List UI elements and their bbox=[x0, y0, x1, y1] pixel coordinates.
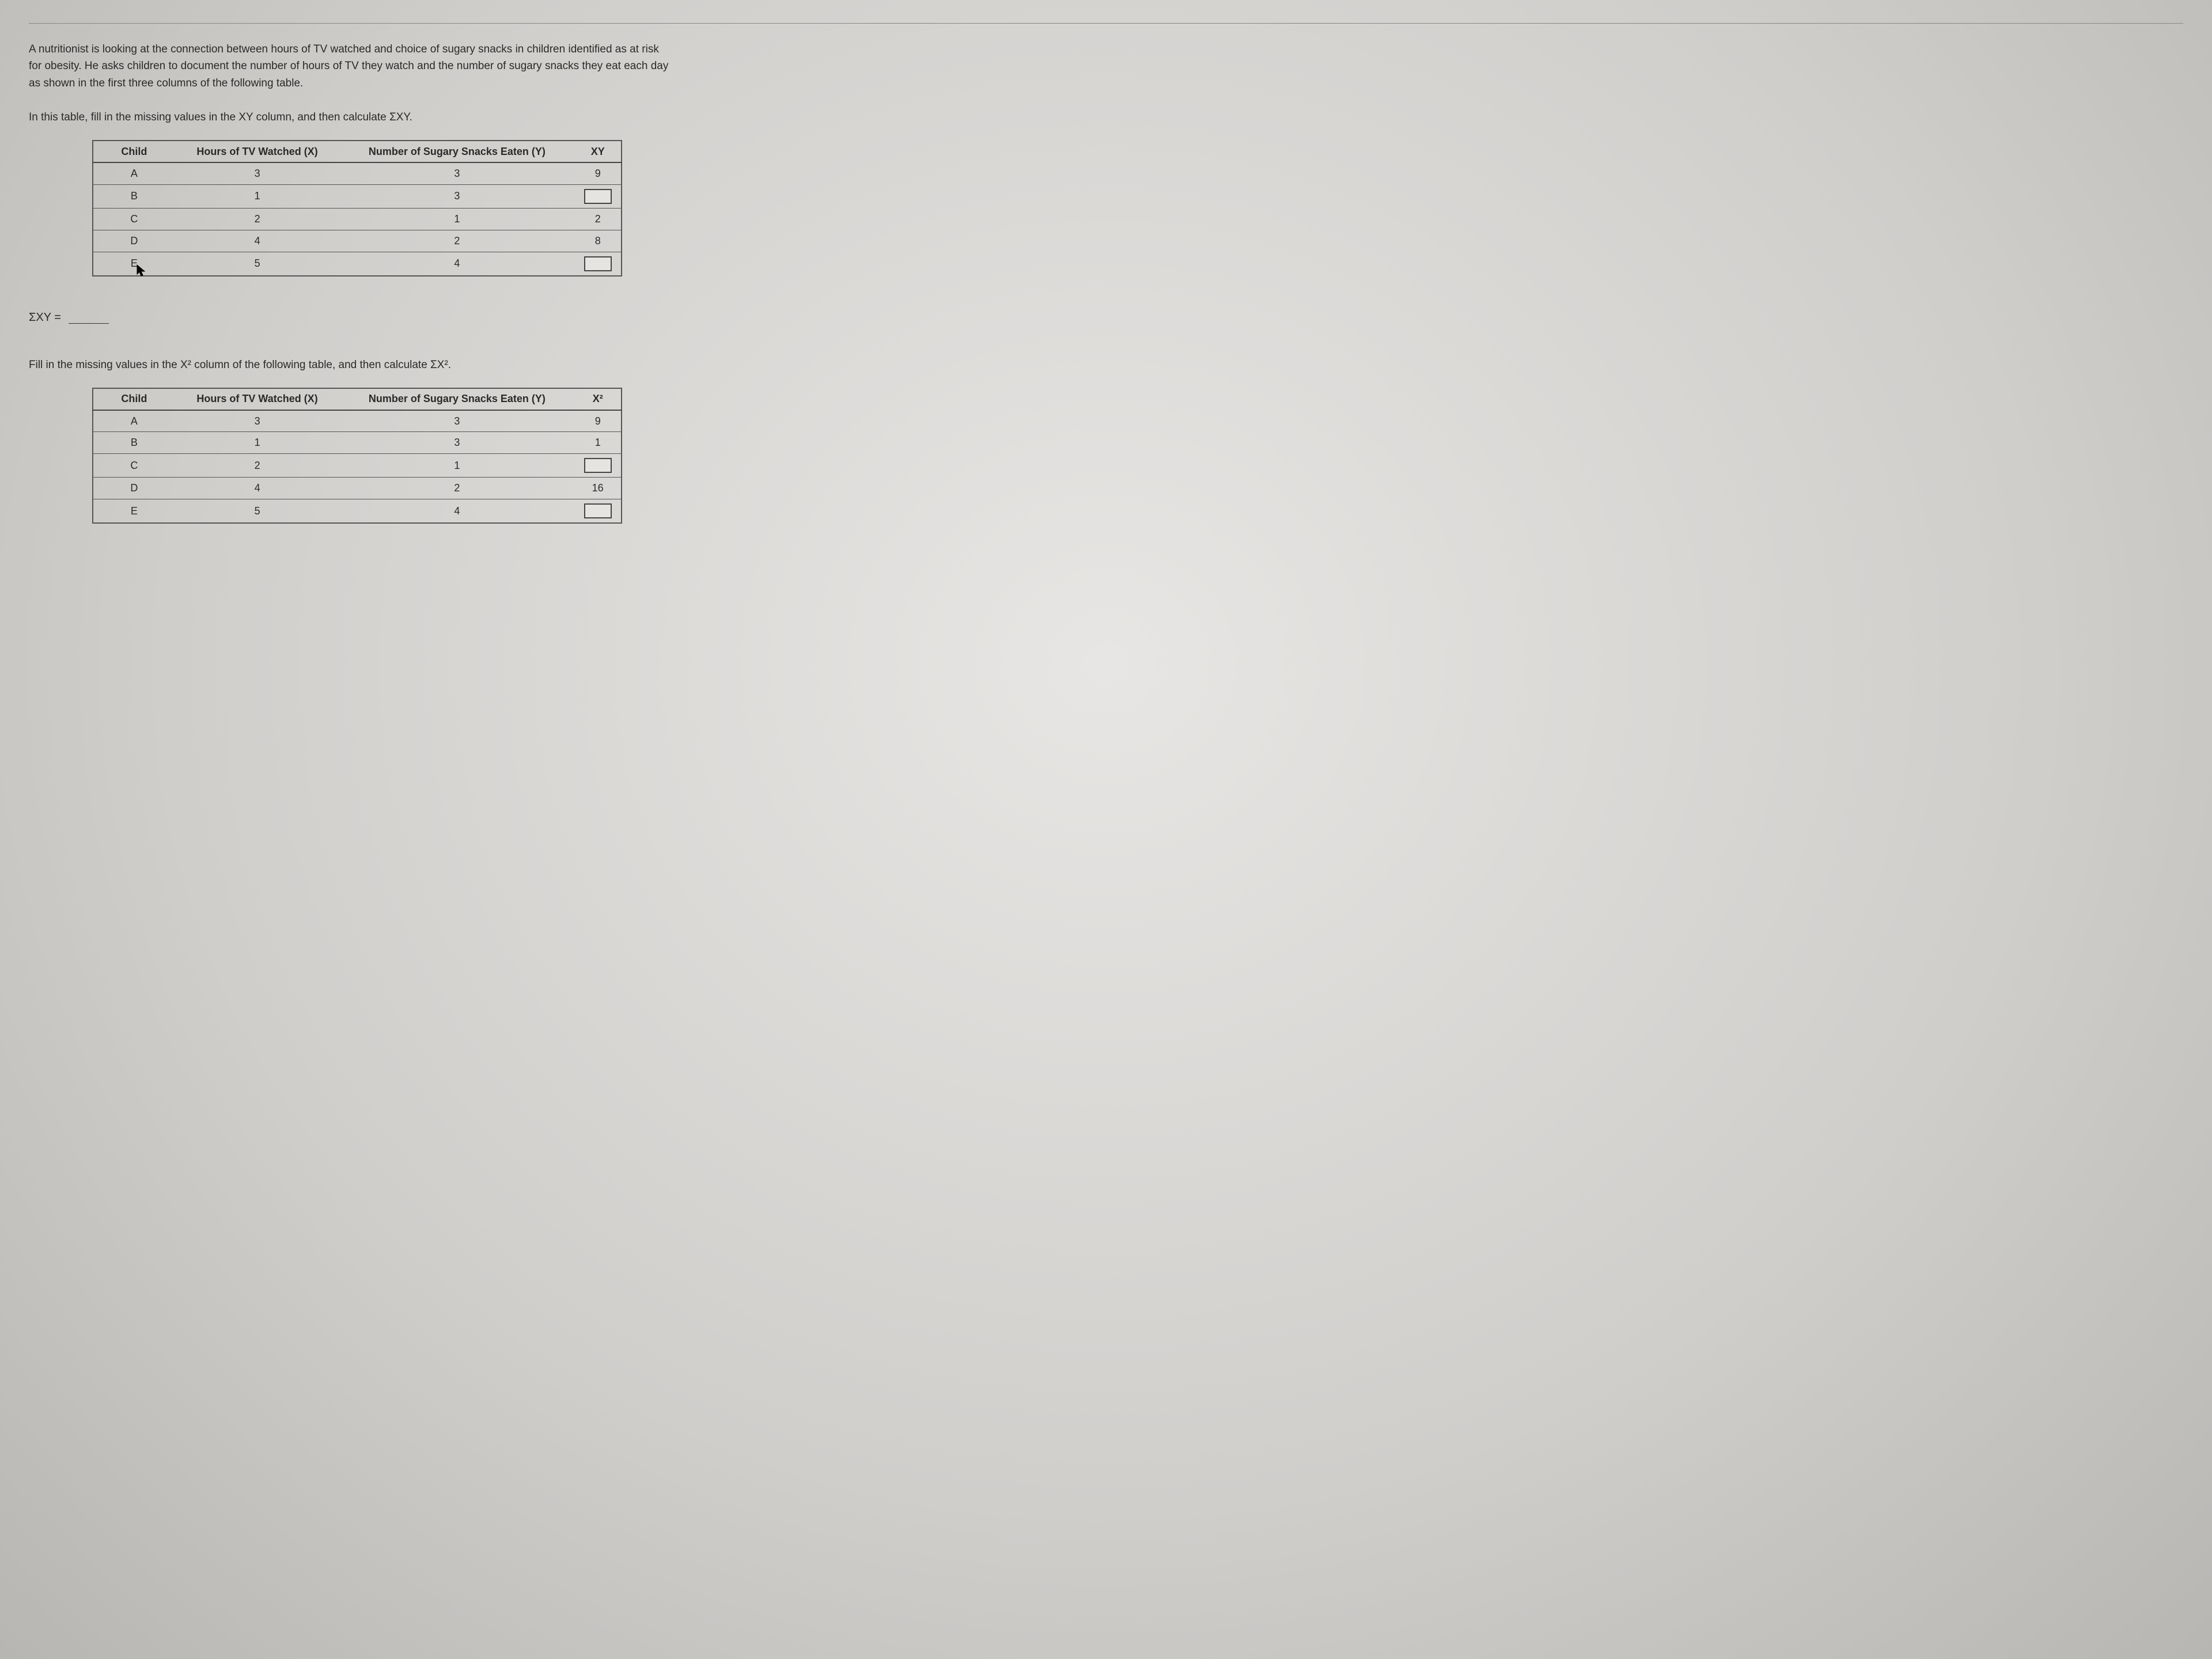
top-rule bbox=[29, 23, 2183, 24]
instruction-1: In this table, fill in the missing value… bbox=[29, 111, 2183, 124]
cell-last: 9 bbox=[574, 410, 622, 432]
cell-y: 4 bbox=[339, 252, 574, 276]
cell-last bbox=[574, 252, 622, 276]
cell-child: A bbox=[93, 162, 175, 184]
cell-x: 3 bbox=[175, 410, 340, 432]
cell-y: 3 bbox=[339, 184, 574, 208]
table-row: A339 bbox=[93, 410, 622, 432]
table-row: D428 bbox=[93, 230, 622, 252]
table-row: C21 bbox=[93, 454, 622, 478]
table-row: E54 bbox=[93, 252, 622, 276]
cell-x: 2 bbox=[175, 454, 340, 478]
col-x2: X² bbox=[574, 388, 622, 410]
cell-last bbox=[574, 499, 622, 524]
cell-y: 3 bbox=[339, 410, 574, 432]
cell-y: 1 bbox=[339, 454, 574, 478]
table-row: E54 bbox=[93, 499, 622, 524]
col-x: Hours of TV Watched (X) bbox=[175, 388, 340, 410]
cell-x: 1 bbox=[175, 184, 340, 208]
cell-last: 16 bbox=[574, 478, 622, 499]
instruction-2: Fill in the missing values in the X² col… bbox=[29, 359, 2183, 372]
sum-xy-line: ΣXY = bbox=[29, 311, 2183, 324]
cell-x: 4 bbox=[175, 230, 340, 252]
cell-child: D bbox=[93, 478, 175, 499]
cell-x: 3 bbox=[175, 162, 340, 184]
col-y: Number of Sugary Snacks Eaten (Y) bbox=[339, 141, 574, 162]
cell-last bbox=[574, 184, 622, 208]
cell-last: 1 bbox=[574, 432, 622, 454]
sum-xy-blank[interactable] bbox=[69, 312, 109, 324]
cell-x: 4 bbox=[175, 478, 340, 499]
cell-last: 8 bbox=[574, 230, 622, 252]
table-x2: Child Hours of TV Watched (X) Number of … bbox=[92, 388, 622, 524]
cell-x: 5 bbox=[175, 252, 340, 276]
table-2-wrap: Child Hours of TV Watched (X) Number of … bbox=[92, 388, 2160, 524]
table-row: B131 bbox=[93, 432, 622, 454]
col-y: Number of Sugary Snacks Eaten (Y) bbox=[339, 388, 574, 410]
table-row: A339 bbox=[93, 162, 622, 184]
answer-blank[interactable] bbox=[584, 189, 612, 204]
cell-y: 3 bbox=[339, 162, 574, 184]
cell-child: C bbox=[93, 208, 175, 230]
col-x: Hours of TV Watched (X) bbox=[175, 141, 340, 162]
table-header-row: Child Hours of TV Watched (X) Number of … bbox=[93, 141, 622, 162]
cell-last: 9 bbox=[574, 162, 622, 184]
cell-y: 3 bbox=[339, 432, 574, 454]
cell-y: 2 bbox=[339, 230, 574, 252]
cell-child: E bbox=[93, 252, 175, 276]
table-header-row: Child Hours of TV Watched (X) Number of … bbox=[93, 388, 622, 410]
cell-y: 4 bbox=[339, 499, 574, 524]
cell-child: B bbox=[93, 432, 175, 454]
cell-child: E bbox=[93, 499, 175, 524]
table-row: B13 bbox=[93, 184, 622, 208]
cell-child: B bbox=[93, 184, 175, 208]
table-xy: Child Hours of TV Watched (X) Number of … bbox=[92, 140, 622, 276]
cell-x: 1 bbox=[175, 432, 340, 454]
col-child: Child bbox=[93, 388, 175, 410]
cell-child: A bbox=[93, 410, 175, 432]
table-row: C212 bbox=[93, 208, 622, 230]
answer-blank[interactable] bbox=[584, 256, 612, 271]
cell-x: 2 bbox=[175, 208, 340, 230]
cell-last bbox=[574, 454, 622, 478]
cell-x: 5 bbox=[175, 499, 340, 524]
col-xy: XY bbox=[574, 141, 622, 162]
table-row: D4216 bbox=[93, 478, 622, 499]
cell-y: 2 bbox=[339, 478, 574, 499]
intro-paragraph: A nutritionist is looking at the connect… bbox=[29, 41, 674, 92]
col-child: Child bbox=[93, 141, 175, 162]
cell-last: 2 bbox=[574, 208, 622, 230]
answer-blank[interactable] bbox=[584, 503, 612, 518]
cell-y: 1 bbox=[339, 208, 574, 230]
cell-child: C bbox=[93, 454, 175, 478]
cell-child: D bbox=[93, 230, 175, 252]
table-1-wrap: Child Hours of TV Watched (X) Number of … bbox=[92, 140, 2160, 276]
sum-xy-label: ΣXY = bbox=[29, 311, 61, 324]
answer-blank[interactable] bbox=[584, 458, 612, 473]
